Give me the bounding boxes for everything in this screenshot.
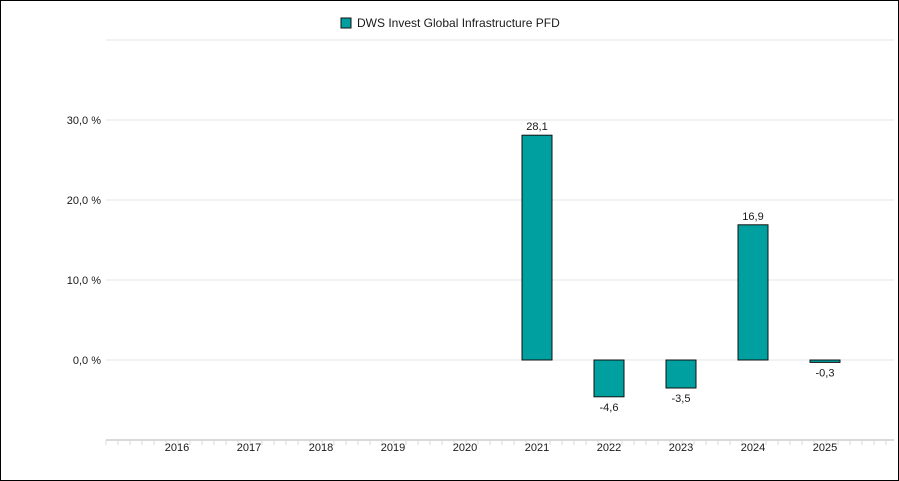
legend-swatch [341, 18, 351, 28]
bar-2025[interactable] [810, 360, 840, 362]
y-tick-label: 10,0 % [67, 275, 101, 287]
data-label-2022: -4,6 [600, 402, 619, 414]
legend[interactable]: DWS Invest Global Infrastructure PFD [341, 16, 560, 30]
bar-2023[interactable] [666, 360, 696, 388]
gridlines [106, 40, 894, 360]
x-tick-label: 2017 [237, 442, 261, 454]
bar-2022[interactable] [594, 360, 624, 397]
bar-2021[interactable] [522, 135, 552, 360]
bar-2024[interactable] [738, 225, 768, 360]
y-tick-label: 20,0 % [67, 195, 101, 207]
y-tick-label: 0,0 % [73, 355, 101, 367]
x-tick-label: 2024 [741, 442, 765, 454]
y-axis: 0,0 % 10,0 % 20,0 % 30,0 % [67, 115, 101, 367]
x-tick-label: 2019 [381, 442, 405, 454]
x-tick-label: 2018 [309, 442, 333, 454]
data-label-2021: 28,1 [526, 121, 547, 133]
data-label-2024: 16,9 [742, 211, 763, 223]
legend-label: DWS Invest Global Infrastructure PFD [357, 16, 560, 30]
x-tick-labels: 2016 2017 2018 2019 2020 2021 2022 2023 2024 2025 [165, 442, 837, 454]
x-tick-label: 2021 [525, 442, 549, 454]
x-tick-label: 2016 [165, 442, 189, 454]
x-tick-label: 2020 [453, 442, 477, 454]
x-axis [106, 440, 894, 445]
y-tick-label: 30,0 % [67, 115, 101, 127]
data-label-2023: -3,5 [672, 393, 691, 405]
x-tick-label: 2025 [813, 442, 837, 454]
bars [522, 135, 840, 397]
data-label-2025: -0,3 [816, 367, 835, 379]
x-tick-label: 2022 [597, 442, 621, 454]
x-tick-label: 2023 [669, 442, 693, 454]
